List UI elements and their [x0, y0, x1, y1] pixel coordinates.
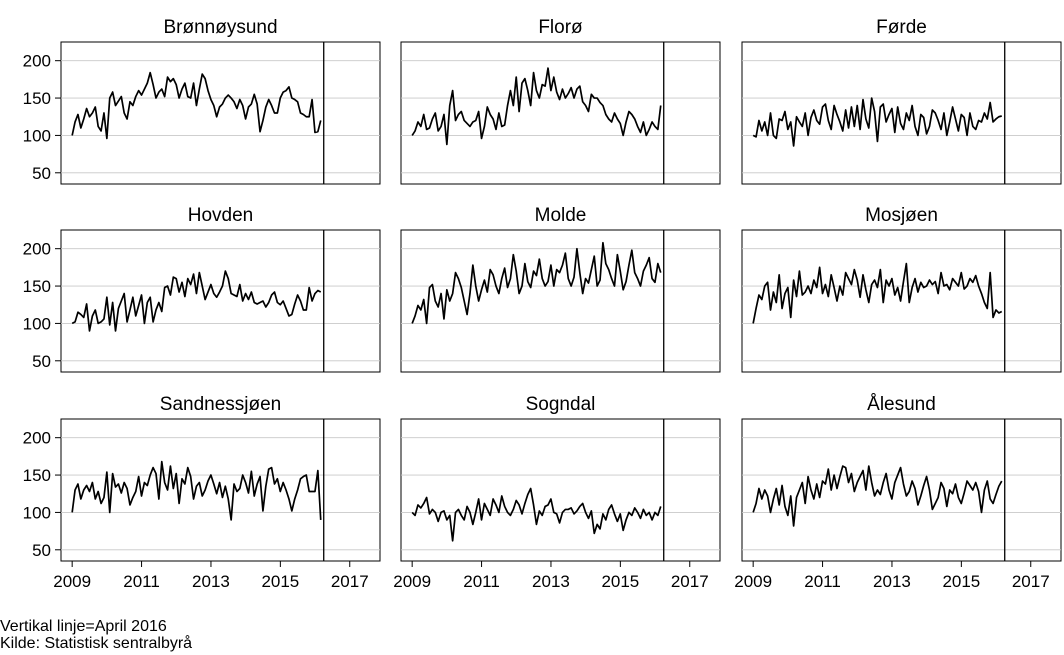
x-tick-label: 2017 [331, 572, 369, 591]
y-tick-label: 150 [23, 89, 51, 108]
x-tick-label: 2013 [532, 572, 570, 591]
panel-frame [60, 229, 381, 373]
x-tick-label: 2015 [942, 572, 980, 591]
series-line [411, 487, 662, 542]
x-tick-label: 2015 [261, 572, 299, 591]
panel-title: Florø [538, 17, 583, 38]
series-line [71, 270, 322, 332]
series-line [752, 97, 1002, 147]
panel-4: Hovden 50 100 150 200 [23, 205, 381, 373]
panel-frame [400, 418, 721, 562]
panel-title: Sandnessjøen [160, 394, 281, 415]
series-line [71, 71, 322, 140]
y-tick-label: 200 [23, 429, 51, 448]
panel-frame [60, 41, 381, 185]
y-tick-label: 100 [23, 503, 51, 522]
x-tick-label: 2011 [123, 572, 160, 591]
panel-title: Mosjøen [865, 205, 938, 226]
x-tick-label: 2009 [393, 572, 431, 591]
series-line [752, 262, 1003, 324]
x-tick-label: 2017 [1012, 572, 1050, 591]
x-tick-label: 2013 [192, 572, 230, 591]
panel-title: Brønnøysund [163, 17, 277, 38]
panel-frame [741, 229, 1062, 373]
panel-title: Hovden [188, 205, 254, 226]
panel-9: Ålesund 2009 2011 2013 2015 2017 [734, 394, 1062, 591]
x-tick-label: 2009 [53, 572, 91, 591]
panel-title: Molde [535, 205, 587, 226]
panel-7: Sandnessjøen 50 100 150 200 2009 2011 2013 2015 2… [23, 394, 381, 591]
x-tick-label: 2017 [671, 572, 709, 591]
vertical-line-note: Vertikal linje=April 2016 [0, 618, 167, 635]
y-tick-label: 200 [23, 52, 51, 71]
panel-1: Brønnøysund 50 100 150 200 [23, 17, 381, 185]
panel-title: Sogndal [526, 394, 596, 415]
series-line [752, 465, 1003, 527]
panel-title: Førde [876, 17, 927, 38]
x-tick-label: 2009 [734, 572, 772, 591]
x-tick-label: 2013 [873, 572, 911, 591]
panel-5: Molde [400, 205, 721, 373]
y-tick-label: 50 [32, 352, 51, 371]
y-tick-label: 50 [32, 164, 51, 183]
series-line [71, 460, 322, 521]
panel-8: Sogndal 2009 2011 2013 2015 2017 [393, 394, 721, 591]
panel-2: Florø [400, 17, 721, 185]
panel-frame [741, 418, 1062, 562]
y-tick-label: 150 [23, 277, 51, 296]
panel-3: Førde [741, 17, 1062, 185]
source-note: Kilde: Statistisk sentralbyrå [0, 635, 193, 652]
series-line [411, 241, 662, 325]
y-tick-label: 200 [23, 240, 51, 259]
x-tick-label: 2011 [804, 572, 841, 591]
panel-title: Ålesund [867, 394, 936, 415]
y-tick-label: 50 [32, 541, 51, 560]
y-tick-label: 150 [23, 466, 51, 485]
y-tick-label: 100 [23, 314, 51, 333]
panel-frame [400, 229, 721, 373]
y-tick-label: 100 [23, 126, 51, 145]
panel-6: Mosjøen [741, 205, 1062, 373]
series-line [411, 67, 662, 146]
x-tick-label: 2011 [463, 572, 500, 591]
x-tick-label: 2015 [601, 572, 639, 591]
panel-frame [741, 41, 1062, 185]
